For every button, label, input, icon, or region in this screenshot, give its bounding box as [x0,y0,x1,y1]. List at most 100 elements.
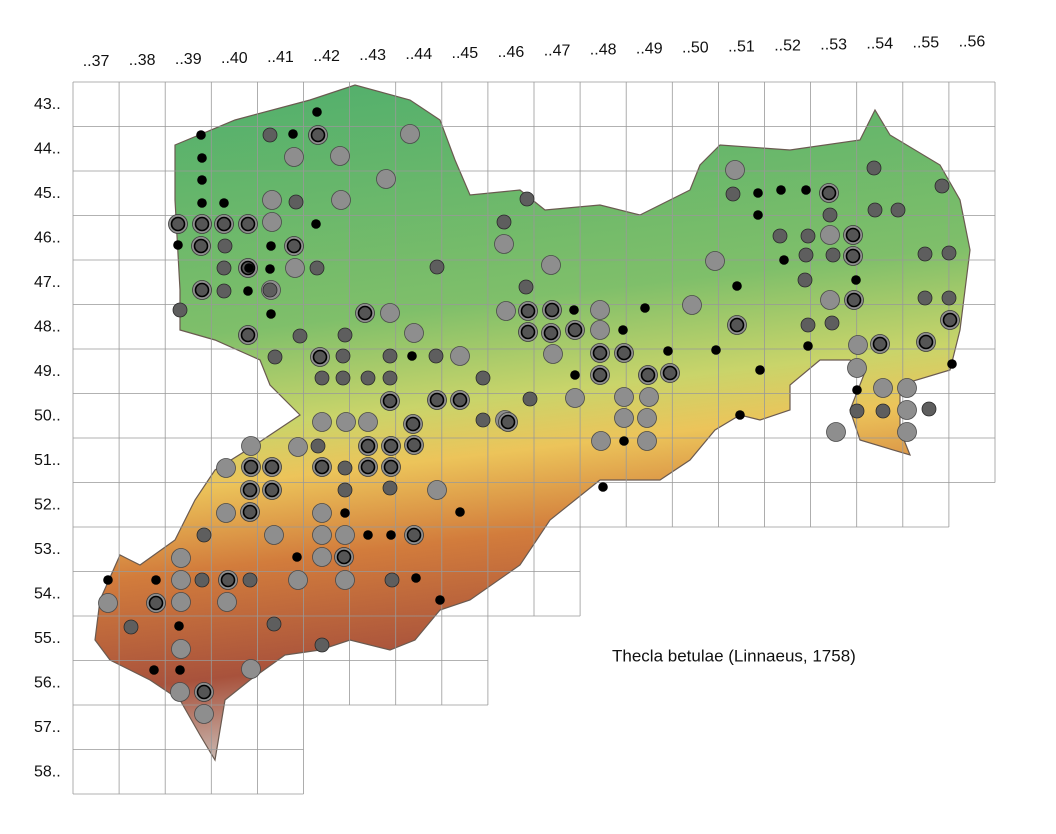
row-label: 56.. [34,675,61,692]
record-combined-inner [846,292,862,308]
record-medium [921,401,937,417]
record-small [103,575,113,585]
record-small [266,309,276,319]
record-large [216,458,236,478]
record-medium [337,482,353,498]
record-small [173,240,183,250]
record-medium [216,283,232,299]
record-combined-inner [240,216,256,232]
record-medium [384,572,400,588]
record-small [598,482,608,492]
row-label: 47.. [34,274,61,291]
row-label: 43.. [34,96,61,113]
record-large [826,422,846,442]
record-medium [800,228,816,244]
record-medium [772,228,788,244]
record-medium [309,260,325,276]
record-medium [382,480,398,496]
record-small [852,385,862,395]
record-medium [314,637,330,653]
record-small [779,255,789,265]
column-label: ..37 [83,53,110,70]
column-label: ..46 [498,44,525,61]
record-large [241,436,261,456]
record-large [216,503,236,523]
record-large [358,412,378,432]
record-combined-inner [616,345,632,361]
record-medium [335,370,351,386]
record-large [312,525,332,545]
record-small [435,595,445,605]
record-small [735,410,745,420]
record-combined-inner [220,572,236,588]
column-label: ..54 [866,35,893,52]
record-large [873,378,893,398]
column-label: ..48 [590,42,617,59]
record-large [427,480,447,500]
row-label: 45.. [34,185,61,202]
record-large [400,124,420,144]
record-large [376,169,396,189]
record-medium [866,160,882,176]
record-medium [798,247,814,263]
record-large [262,190,282,210]
row-label: 48.. [34,319,61,336]
record-medium [428,348,444,364]
record-large [288,437,308,457]
record-small [711,345,721,355]
column-label: ..51 [728,39,755,56]
record-large [335,570,355,590]
record-combined-inner [406,527,422,543]
species-caption: Thecla betulae (Linnaeus, 1758) [612,646,856,665]
record-medium [917,246,933,262]
record-combined-inner [264,482,280,498]
record-small [149,665,159,675]
record-combined-inner [336,549,352,565]
record-small [197,198,207,208]
record-combined-inner [500,414,516,430]
record-medium [941,245,957,261]
grid-labels: ..37 ..38 ..39 ..40 ..41 ..42 ..43 ..44 ..45 ..46… [34,33,985,780]
record-small [386,530,396,540]
record-large [897,422,917,442]
record-large [897,378,917,398]
record-large [541,255,561,275]
record-combined-inner [640,367,656,383]
record-large [725,160,745,180]
record-small [753,210,763,220]
column-label: ..38 [129,52,156,69]
row-label: 53.. [34,541,61,558]
record-combined-inner [193,238,209,254]
record-medium [123,619,139,635]
column-label: ..41 [267,49,294,66]
record-large [705,251,725,271]
record-combined-inner [312,349,328,365]
column-label: ..53 [820,36,847,53]
record-large [262,212,282,232]
record-small [455,507,465,517]
record-large [288,570,308,590]
record-large [312,547,332,567]
record-combined-inner [357,305,373,321]
record-combined-inner [383,438,399,454]
record-combined-inner [729,317,745,333]
record-medium [867,202,883,218]
record-large [639,387,659,407]
record-medium [382,348,398,364]
row-label: 51.. [34,452,61,469]
record-combined-inner [567,322,583,338]
record-medium [725,186,741,202]
record-medium [519,191,535,207]
record-combined-inner [406,437,422,453]
record-large [335,525,355,545]
column-label: ..45 [452,45,479,62]
column-label: ..42 [313,48,340,65]
record-large [380,303,400,323]
record-combined-inner [196,684,212,700]
record-large [543,344,563,364]
record-medium [288,194,304,210]
record-large [682,295,702,315]
record-small [244,263,254,273]
